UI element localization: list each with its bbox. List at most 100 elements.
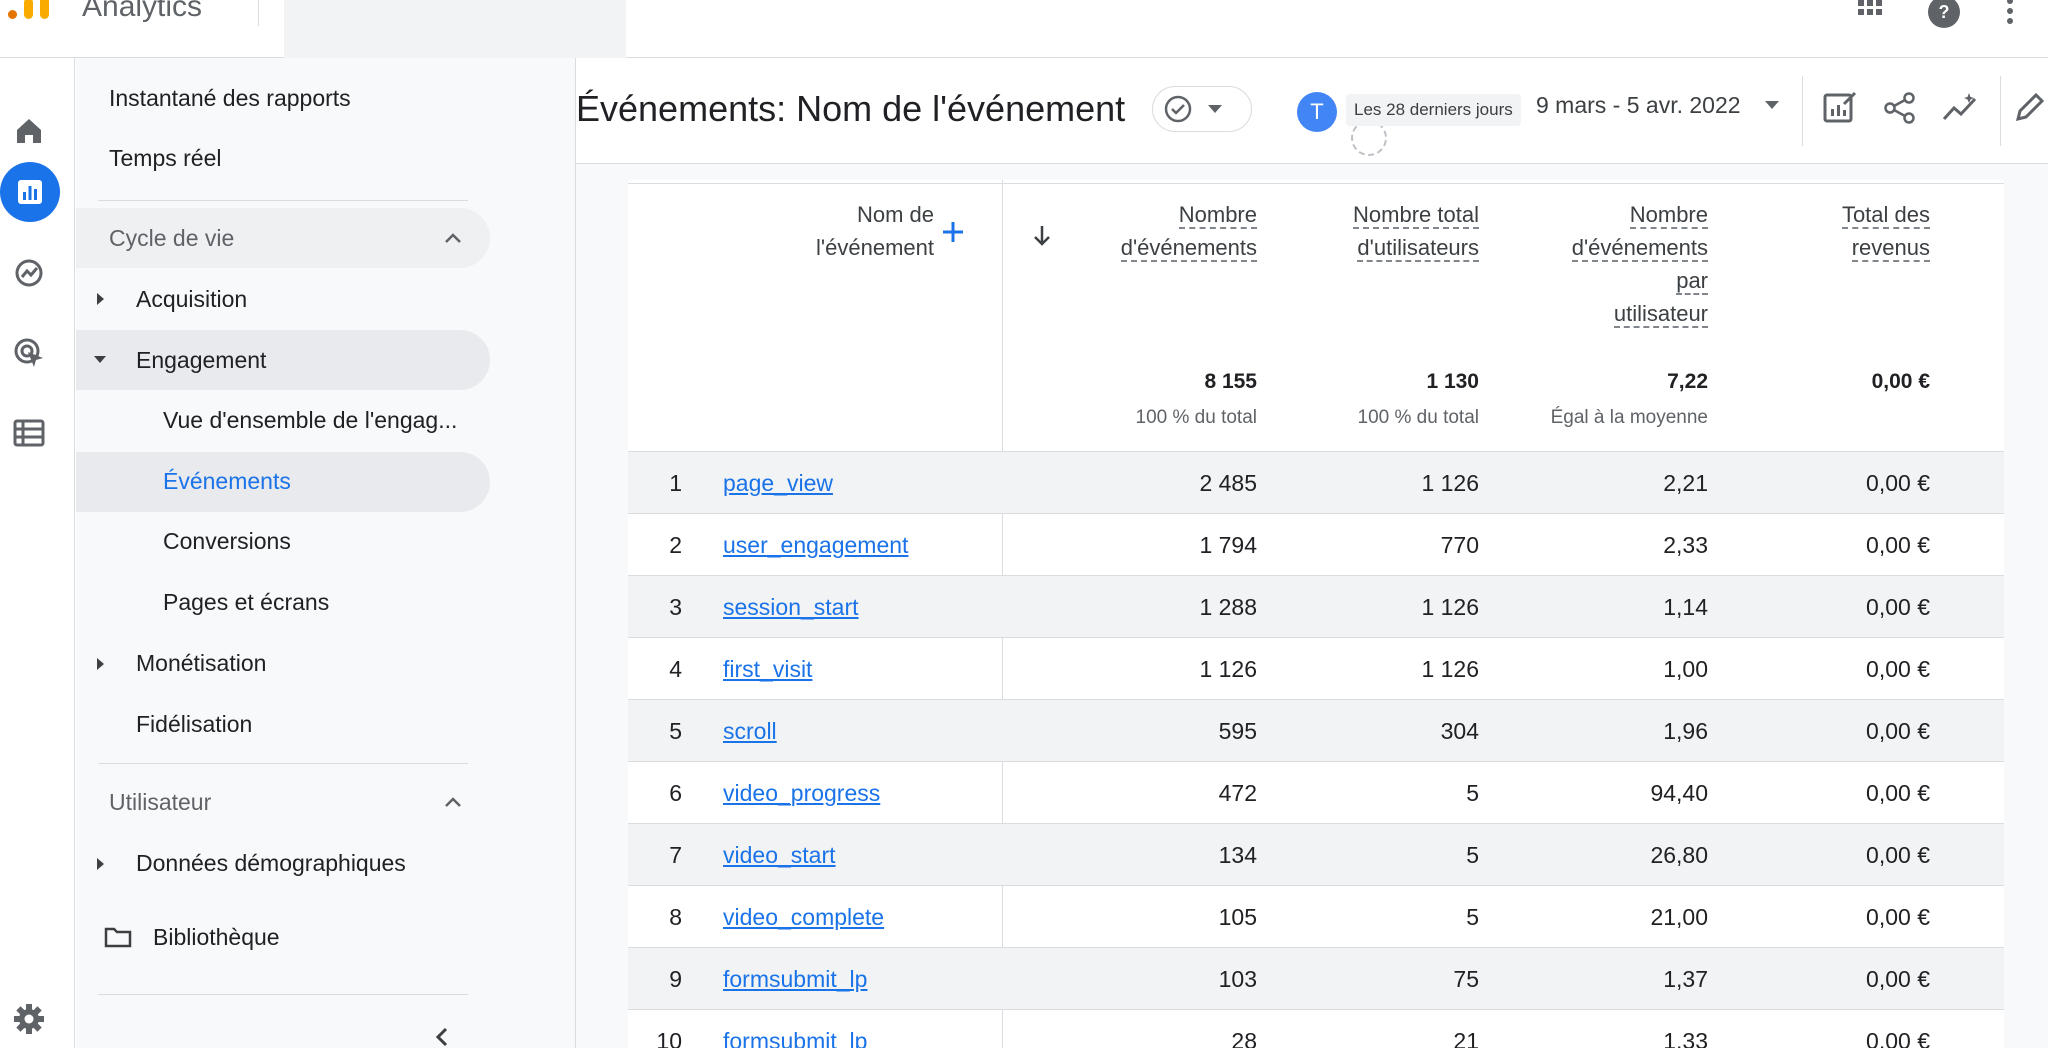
nav-item-monetization[interactable]: Monétisation [136, 650, 267, 676]
event-name-link[interactable]: session_start [723, 594, 859, 620]
add-icon[interactable] [941, 220, 965, 249]
event-name-link[interactable]: scroll [723, 718, 777, 744]
chevron-up-icon[interactable] [440, 789, 466, 815]
caret-down-icon[interactable] [1764, 100, 1780, 110]
report-content: Nom de l'événement Nombre d'événements N… [576, 164, 2048, 1048]
advertising-icon[interactable] [6, 330, 52, 376]
nav-item-retention[interactable]: Fidélisation [136, 711, 253, 737]
nav-item-demographics[interactable]: Données démographiques [136, 850, 406, 876]
nav-engagement-highlight [76, 330, 490, 390]
header-event-count[interactable]: Nombre d'événements [1120, 202, 1257, 262]
comparison-avatar[interactable]: T [1297, 92, 1337, 132]
more-vert-icon[interactable] [1992, 0, 2028, 30]
event-count-cell: 105 [1218, 904, 1257, 930]
settings-icon[interactable] [6, 996, 52, 1042]
edit-icon[interactable] [2012, 86, 2048, 130]
top-bar: Analytics ? [0, 0, 2048, 60]
revenue-cell: 0,00 € [1866, 966, 1930, 992]
event-count-cell: 103 [1218, 966, 1257, 992]
total-users-cell: 21 [1453, 1028, 1479, 1048]
nav-group-user[interactable]: Utilisateur [109, 789, 212, 815]
event-name-link[interactable]: first_visit [723, 656, 813, 682]
event-name-link[interactable]: formsubmit_lp [723, 1028, 868, 1048]
share-icon[interactable] [1878, 86, 1922, 130]
nav-divider [98, 994, 468, 995]
expand-arrow-icon[interactable] [97, 858, 104, 870]
total-users-cell: 75 [1453, 966, 1479, 992]
events-per-user-cell: 1,00 [1663, 656, 1708, 682]
nav-item-conversions[interactable]: Conversions [163, 528, 291, 554]
nav-group-lifecycle-highlight [76, 208, 490, 268]
row-rank: 7 [669, 842, 682, 868]
total-users-cell: 304 [1440, 718, 1479, 744]
header-divider [1802, 76, 1803, 146]
nav-group-lifecycle[interactable]: Cycle de vie [109, 225, 235, 251]
reports-icon[interactable] [0, 162, 60, 222]
row-rank: 6 [669, 780, 682, 806]
row-rank: 1 [669, 470, 682, 496]
event-name-link[interactable]: video_start [723, 842, 836, 868]
chevron-up-icon[interactable] [440, 225, 466, 251]
row-rank: 8 [669, 904, 682, 930]
home-icon[interactable] [6, 108, 52, 154]
row-rank: 5 [669, 718, 682, 744]
collapse-nav-icon[interactable] [434, 1026, 450, 1053]
help-icon[interactable]: ? [1926, 0, 1962, 30]
total-users-sub: 100 % du total [1357, 407, 1479, 428]
event-count-cell: 1 794 [1199, 532, 1257, 558]
nav-item-events[interactable]: Événements [163, 468, 291, 494]
report-navigation: Instantané des rapports Temps réel Cycle… [76, 58, 576, 1048]
total-event-count-sub: 100 % du total [1135, 407, 1257, 428]
account-selector[interactable] [284, 0, 626, 60]
revenue-cell: 0,00 € [1866, 842, 1930, 868]
analytics-logo-icon [8, 0, 49, 19]
table-row: 2 user_engagement 1 794 770 2,33 0,00 € [628, 513, 2004, 575]
events-per-user-cell: 1,33 [1663, 1028, 1708, 1048]
header-event-name[interactable]: Nom de l'événement [816, 202, 934, 260]
total-events-per-user-sub: Égal à la moyenne [1550, 407, 1708, 428]
nav-item-pages-screens[interactable]: Pages et écrans [163, 589, 330, 615]
event-name-link[interactable]: page_view [723, 470, 833, 496]
nav-item-acquisition[interactable]: Acquisition [136, 286, 248, 312]
app-title: Analytics [82, 0, 203, 23]
total-users-cell: 1 126 [1421, 594, 1479, 620]
nav-item-snapshot[interactable]: Instantané des rapports [109, 85, 351, 111]
total-users-cell: 5 [1466, 780, 1479, 806]
svg-text:?: ? [1939, 2, 1950, 22]
event-name-link[interactable]: formsubmit_lp [723, 966, 868, 992]
header-total-revenue[interactable]: Total des revenus [1841, 202, 1930, 262]
row-rank: 9 [669, 966, 682, 992]
revenue-cell: 0,00 € [1866, 470, 1930, 496]
customize-report-icon[interactable] [1818, 86, 1862, 130]
expand-arrow-icon[interactable] [97, 658, 104, 670]
header-total-users[interactable]: Nombre total d'utilisateurs [1353, 202, 1479, 262]
sort-down-icon[interactable] [1033, 224, 1051, 253]
revenue-cell: 0,00 € [1866, 904, 1930, 930]
total-events-per-user: 7,22 [1667, 370, 1708, 393]
report-header: Événements: Nom de l'événement T Les 28 … [576, 58, 2048, 164]
events-per-user-cell: 26,80 [1650, 842, 1708, 868]
event-name-link[interactable]: video_complete [723, 904, 885, 930]
icon-rail [0, 58, 75, 1048]
date-range[interactable]: 9 mars - 5 avr. 2022 [1536, 92, 1741, 118]
total-users-cell: 1 126 [1421, 656, 1479, 682]
insights-icon[interactable] [1938, 86, 1982, 130]
nav-item-realtime[interactable]: Temps réel [109, 145, 222, 171]
event-name-link[interactable]: user_engagement [723, 532, 909, 558]
collapse-arrow-icon[interactable] [94, 356, 106, 363]
apps-icon[interactable] [1852, 0, 1888, 30]
configure-icon[interactable] [6, 410, 52, 456]
table-row: 9 formsubmit_lp 103 75 1,37 0,00 € [628, 947, 2004, 1009]
total-users-cell: 5 [1466, 842, 1479, 868]
event-name-link[interactable]: video_progress [723, 780, 881, 806]
explore-icon[interactable] [6, 250, 52, 296]
report-status-dropdown[interactable] [1152, 86, 1252, 132]
header-events-per-user[interactable]: Nombre d'événements par utilisateur [1571, 202, 1708, 328]
expand-arrow-icon[interactable] [97, 293, 104, 305]
event-count-cell: 472 [1218, 780, 1257, 806]
date-preset-chip[interactable]: Les 28 derniers jours [1346, 94, 1521, 126]
nav-item-engagement-overview[interactable]: Vue d'ensemble de l'engag... [163, 407, 458, 433]
nav-item-engagement[interactable]: Engagement [136, 347, 267, 373]
nav-item-library[interactable]: Bibliothèque [153, 924, 280, 950]
table-row: 5 scroll 595 304 1,96 0,00 € [628, 699, 2004, 761]
